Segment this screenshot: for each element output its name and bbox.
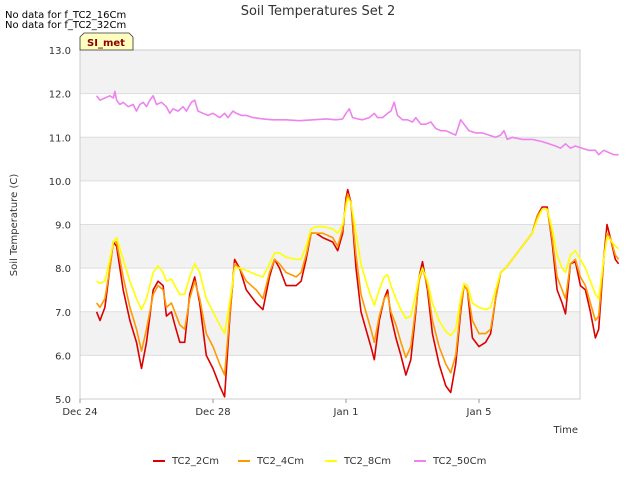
x-tick-label: Dec 24	[62, 407, 97, 418]
legend-label-tc2_8cm: TC2_8Cm	[343, 456, 391, 467]
x-tick-label: Dec 28	[195, 407, 230, 418]
x-tick-label: Jan 5	[466, 407, 492, 418]
site-badge: SI_met	[79, 32, 134, 51]
plot-band	[80, 311, 580, 356]
plot-frame	[79, 49, 581, 400]
y-tick-label: 9.0	[55, 221, 71, 232]
y-axis-label: Soil Temperature (C)	[9, 174, 20, 277]
plot-band	[80, 137, 580, 181]
y-tick-label: 8.0	[55, 264, 71, 275]
no-data-note-16cm: No data for f_TC2_16Cm	[5, 10, 126, 21]
legend: TC2_2Cm TC2_4Cm TC2_8Cm TC2_50Cm	[153, 456, 486, 467]
legend-label-tc2_50cm: TC2_50Cm	[432, 456, 486, 467]
series-line-tc2_8cm	[96, 197, 620, 337]
series-line-tc2_2cm	[95, 188, 620, 398]
y-tick-label: 13.0	[49, 46, 71, 57]
site-badge-box	[79, 32, 134, 51]
plot-band	[80, 224, 580, 269]
legend-label-tc2_2cm: TC2_2Cm	[171, 456, 219, 467]
x-axis-label: Time	[553, 425, 578, 436]
legend-label-tc2_4cm: TC2_4Cm	[256, 456, 304, 467]
plot-band	[80, 50, 580, 94]
series-line-tc2_50cm	[95, 90, 619, 156]
x-tick-label: Jan 1	[333, 407, 359, 418]
no-data-note-32cm: No data for f_TC2_32Cm	[5, 20, 126, 31]
plot-bands	[80, 50, 580, 356]
y-tick-label: 5.0	[55, 395, 71, 406]
chart-title: Soil Temperatures Set 2	[241, 4, 396, 19]
site-badge-label: SI_met	[87, 38, 125, 49]
series-lines	[95, 90, 620, 398]
y-tick-label: 10.0	[49, 177, 71, 188]
y-axis-ticks: 5.0 6.0 7.0 8.0 9.0 10.0 11.0 12.0 13.0	[49, 46, 71, 406]
x-axis-ticks: Dec 24 Dec 28 Jan 1 Jan 5	[62, 399, 491, 418]
y-tick-label: 7.0	[55, 308, 71, 319]
y-tick-label: 6.0	[55, 351, 71, 362]
y-tick-label: 11.0	[49, 133, 71, 144]
y-tick-label: 12.0	[49, 90, 71, 101]
